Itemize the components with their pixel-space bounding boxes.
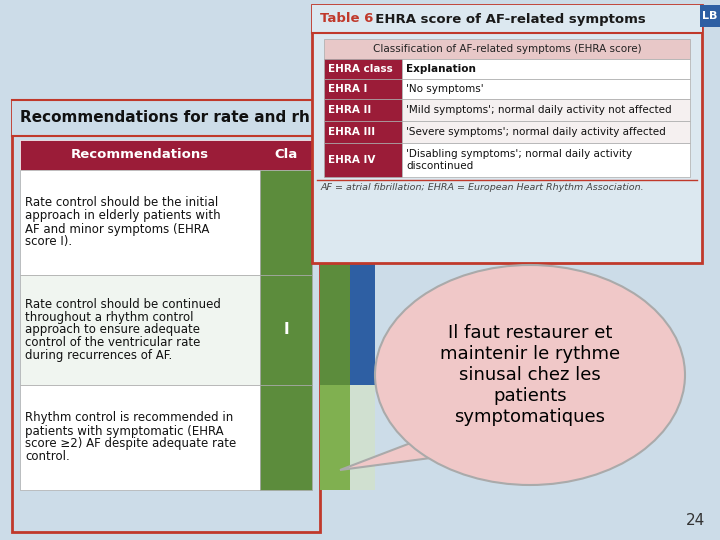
FancyBboxPatch shape [324, 99, 402, 121]
FancyBboxPatch shape [12, 100, 320, 136]
FancyBboxPatch shape [320, 170, 350, 275]
Text: Classification of AF-related symptoms (EHRA score): Classification of AF-related symptoms (E… [373, 44, 642, 54]
Text: Rhythm control is recommended in: Rhythm control is recommended in [25, 411, 233, 424]
Text: control of the ventricular rate: control of the ventricular rate [25, 336, 200, 349]
Text: EHRA I: EHRA I [328, 84, 367, 94]
FancyBboxPatch shape [12, 100, 320, 532]
Text: Rate control should be continued: Rate control should be continued [25, 298, 221, 310]
FancyBboxPatch shape [320, 385, 350, 490]
FancyBboxPatch shape [324, 59, 402, 79]
Text: I: I [283, 322, 289, 338]
Text: Recommendations: Recommendations [71, 148, 209, 161]
FancyBboxPatch shape [324, 143, 402, 177]
Text: during recurrences of AF.: during recurrences of AF. [25, 349, 172, 362]
Text: 'Mild symptoms'; normal daily activity not affected: 'Mild symptoms'; normal daily activity n… [406, 105, 672, 115]
Text: Explanation: Explanation [406, 64, 476, 74]
Text: Recommendations for rate and rh: Recommendations for rate and rh [20, 111, 310, 125]
Text: EHRA class: EHRA class [328, 64, 392, 74]
Text: AF = atrial fibrillation; EHRA = European Heart Rhythm Association.: AF = atrial fibrillation; EHRA = Europea… [320, 183, 644, 192]
Ellipse shape [375, 265, 685, 485]
FancyBboxPatch shape [20, 385, 260, 490]
FancyBboxPatch shape [350, 275, 375, 385]
FancyBboxPatch shape [260, 170, 312, 275]
FancyBboxPatch shape [700, 5, 720, 27]
Text: Table 6: Table 6 [320, 12, 374, 25]
Text: 'Severe symptoms'; normal daily activity affected: 'Severe symptoms'; normal daily activity… [406, 127, 666, 137]
Text: LB: LB [702, 11, 718, 21]
FancyBboxPatch shape [312, 5, 702, 263]
FancyBboxPatch shape [260, 385, 312, 490]
Text: score I).: score I). [25, 235, 72, 248]
Text: EHRA score of AF-related symptoms: EHRA score of AF-related symptoms [366, 12, 646, 25]
FancyBboxPatch shape [324, 121, 402, 143]
FancyBboxPatch shape [312, 5, 702, 33]
Text: score ≥2) AF despite adequate rate: score ≥2) AF despite adequate rate [25, 437, 236, 450]
Text: throughout a rhythm control: throughout a rhythm control [25, 310, 194, 323]
FancyBboxPatch shape [402, 121, 690, 143]
Text: approach in elderly patients with: approach in elderly patients with [25, 210, 220, 222]
FancyBboxPatch shape [260, 275, 312, 385]
FancyBboxPatch shape [20, 140, 312, 170]
Text: Cla: Cla [274, 148, 297, 161]
FancyBboxPatch shape [402, 79, 690, 99]
Text: approach to ensure adequate: approach to ensure adequate [25, 323, 200, 336]
FancyBboxPatch shape [402, 59, 690, 79]
FancyBboxPatch shape [402, 143, 690, 177]
Text: EHRA IV: EHRA IV [328, 155, 375, 165]
Text: 'No symptoms': 'No symptoms' [406, 84, 484, 94]
Text: EHRA III: EHRA III [328, 127, 375, 137]
FancyBboxPatch shape [320, 275, 350, 385]
FancyBboxPatch shape [20, 275, 260, 385]
Text: 'Disabling symptoms'; normal daily activity
discontinued: 'Disabling symptoms'; normal daily activ… [406, 149, 632, 171]
Text: EHRA II: EHRA II [328, 105, 372, 115]
FancyBboxPatch shape [324, 79, 402, 99]
Text: Rate control should be the initial: Rate control should be the initial [25, 197, 218, 210]
FancyBboxPatch shape [350, 385, 375, 490]
Text: control.: control. [25, 450, 70, 463]
Polygon shape [340, 430, 476, 470]
Text: 24: 24 [685, 513, 705, 528]
FancyBboxPatch shape [20, 170, 260, 275]
Text: Il faut restaurer et
maintenir le rythme
sinusal chez les
patients
symptomatique: Il faut restaurer et maintenir le rythme… [440, 325, 620, 426]
FancyBboxPatch shape [402, 99, 690, 121]
Text: AF and minor symptoms (EHRA: AF and minor symptoms (EHRA [25, 222, 210, 235]
FancyBboxPatch shape [324, 39, 690, 59]
FancyBboxPatch shape [350, 170, 375, 275]
Text: patients with symptomatic (EHRA: patients with symptomatic (EHRA [25, 424, 224, 437]
